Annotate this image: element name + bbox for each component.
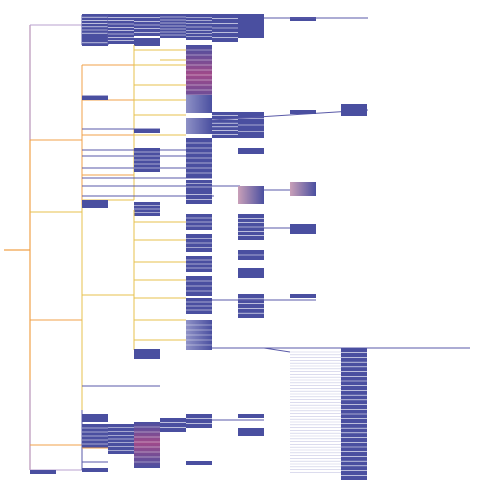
leaf-block [290,294,316,298]
leaf-block [160,418,186,432]
leaf-block [186,190,212,204]
leaf-block [290,182,316,196]
leaf-block [238,428,264,436]
leaf-block [108,14,134,44]
leaf-block [238,294,264,318]
leaf-block-dense [238,14,264,38]
leaf-block [212,112,238,138]
leaf-block [82,414,108,422]
leaf-block [82,36,108,40]
leaf-block [30,470,56,474]
leaf-block [238,268,264,278]
leaf-block [238,148,264,154]
leaf-block [238,186,264,204]
leaf-block [186,118,212,134]
leaf-block [82,96,108,100]
leaf-block [82,468,108,472]
leaf-block [186,461,212,465]
leaf-block [134,129,160,133]
leaf-block [290,17,316,21]
leaf-block-highlight [134,422,160,468]
leaf-block [82,200,108,208]
leaf-block [238,414,264,418]
leaf-block [186,414,212,428]
leaf-block [134,349,160,359]
leaf-block [290,110,316,114]
leaf-block [186,95,212,113]
leaf-block [134,38,160,46]
tree-edge [263,347,291,353]
leaf-block [290,224,316,234]
leaf-block [341,104,367,116]
